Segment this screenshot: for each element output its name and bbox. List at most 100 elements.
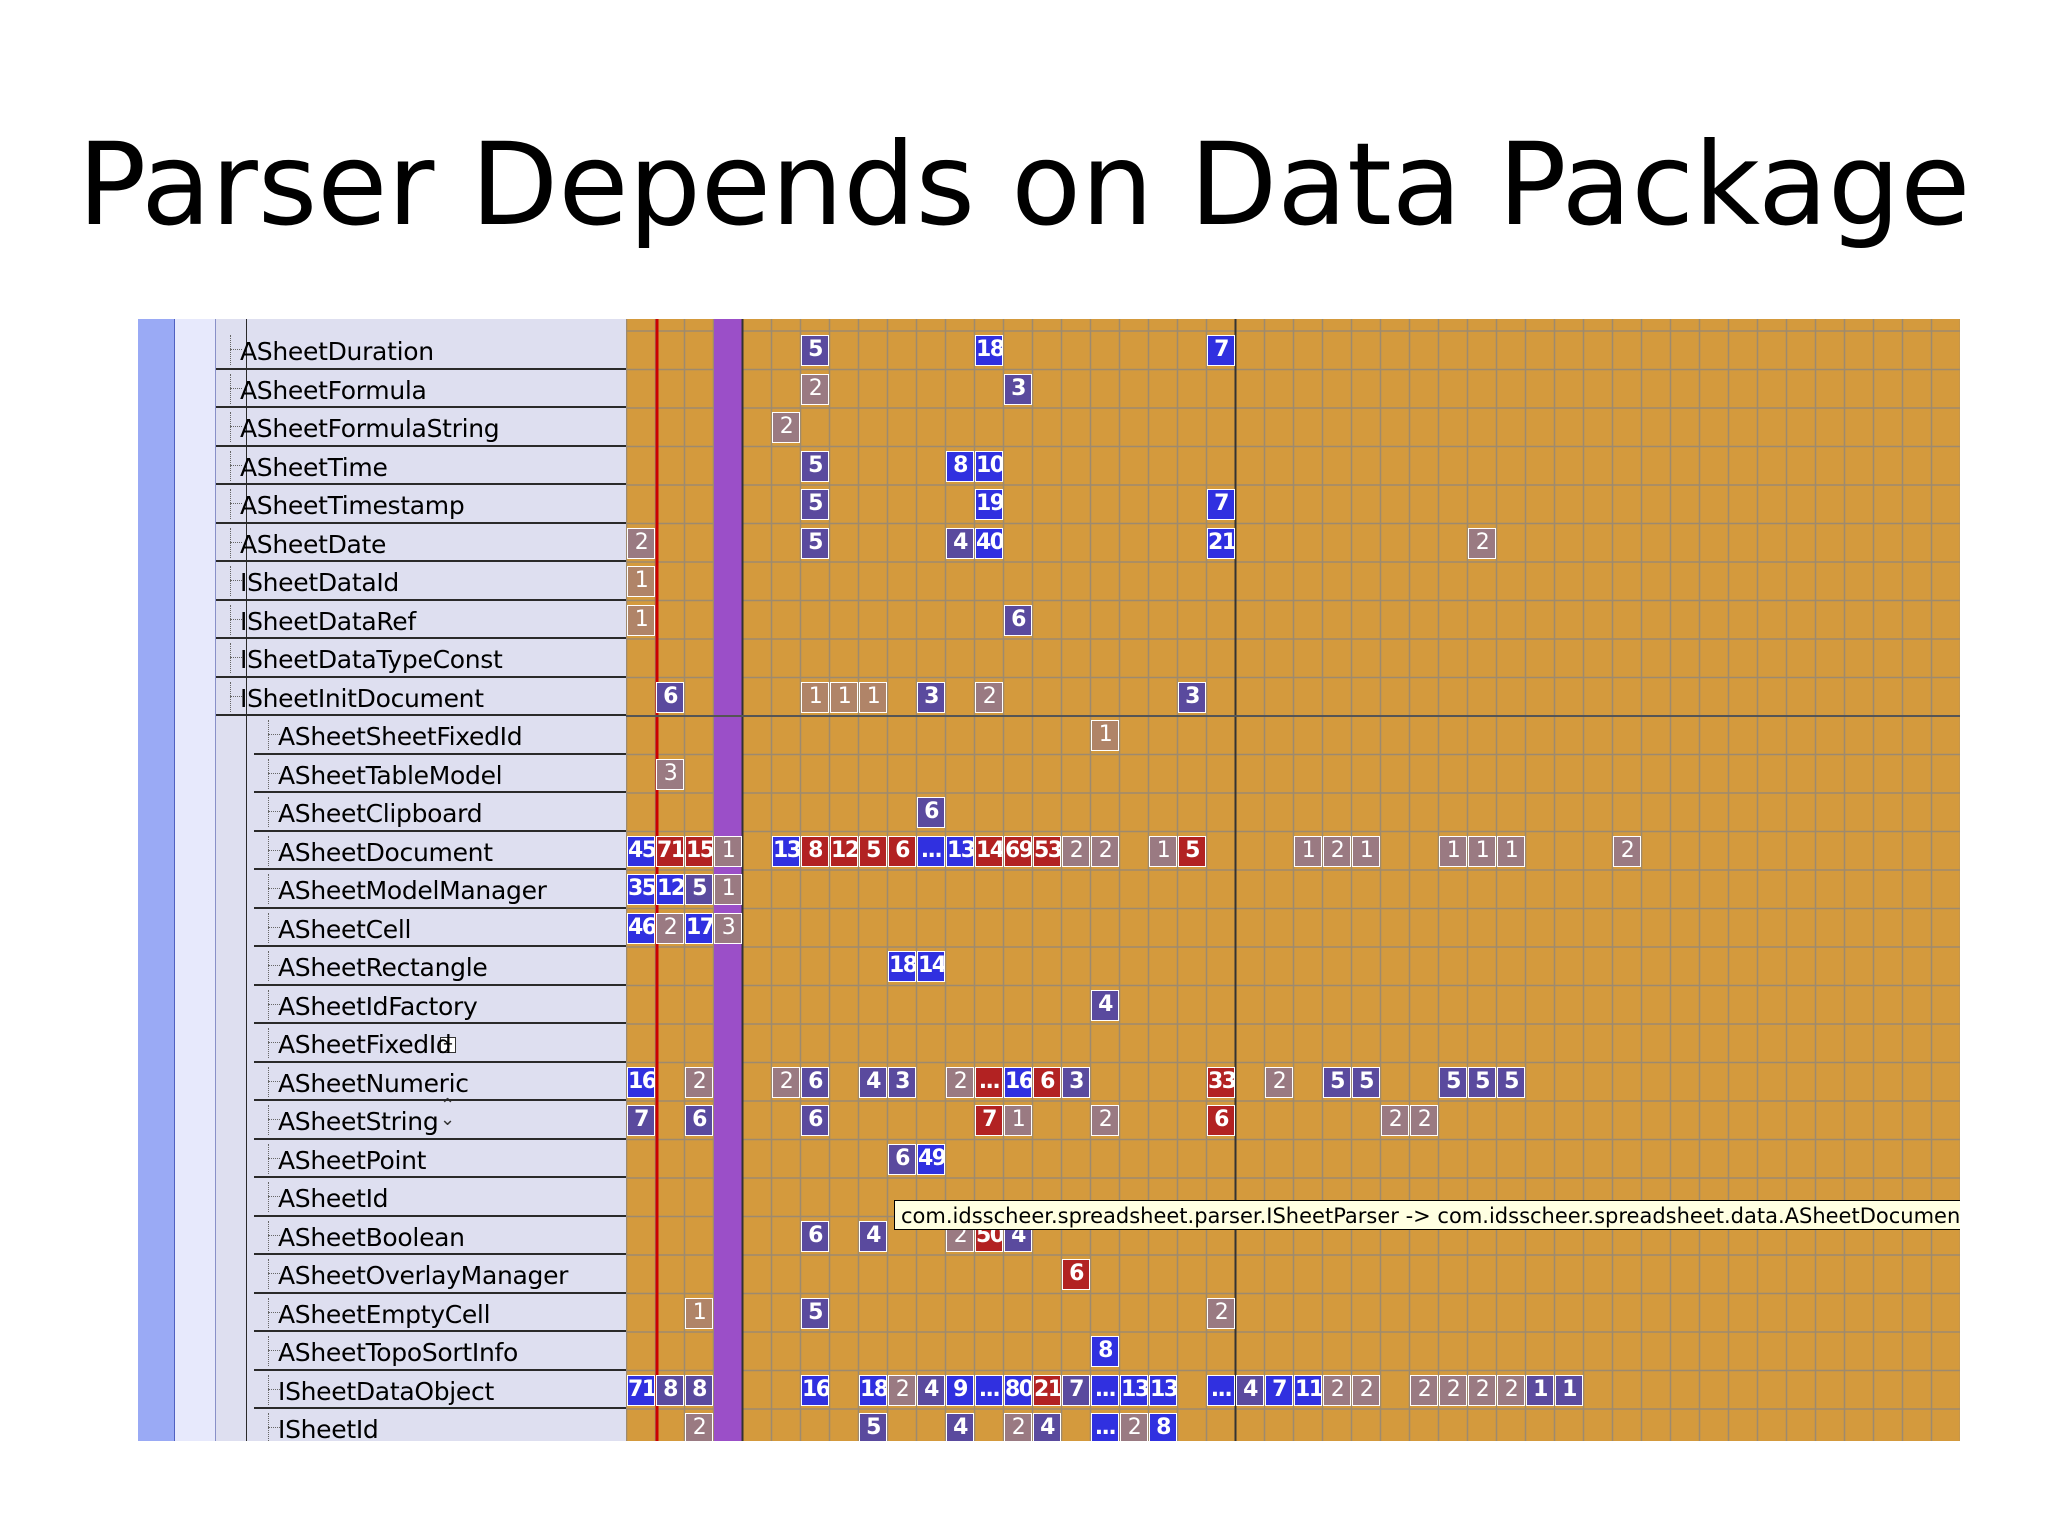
dependency-cell[interactable]: 5	[859, 1413, 887, 1441]
tree-row[interactable]: ASheetModelManager	[254, 870, 626, 909]
dependency-cell[interactable]: 2	[1410, 1374, 1438, 1406]
dependency-cell[interactable]: 6	[1033, 1066, 1061, 1098]
dependency-cell[interactable]: 6	[1207, 1105, 1235, 1136]
tree-row[interactable]: ASheetFormulaString	[216, 408, 626, 447]
dependency-cell[interactable]: 2	[1120, 1413, 1148, 1441]
dependency-cell[interactable]: 6	[888, 835, 916, 867]
dependency-cell[interactable]: 3	[656, 758, 684, 790]
dependency-cell[interactable]: 8	[946, 450, 974, 482]
dependency-cell[interactable]: 12	[656, 874, 684, 905]
dependency-cell[interactable]: 49	[917, 1143, 945, 1175]
dependency-cell[interactable]: 12	[830, 835, 858, 867]
dependency-cell[interactable]: 3	[888, 1066, 916, 1098]
dependency-cell[interactable]: 33	[1207, 1066, 1235, 1098]
dependency-cell[interactable]: 2	[946, 1066, 974, 1098]
dependency-cell[interactable]: 16	[1004, 1066, 1032, 1098]
dependency-cell[interactable]: 6	[801, 1066, 829, 1098]
dependency-cell[interactable]: 1	[627, 604, 655, 636]
dependency-cell[interactable]: 5	[801, 489, 829, 520]
dependency-cell[interactable]: 69	[1004, 835, 1032, 867]
dependency-cell[interactable]: 8	[1091, 1336, 1119, 1367]
dependency-cell[interactable]: 3	[1004, 373, 1032, 405]
dependency-cell[interactable]: 1	[1294, 835, 1322, 867]
tree-row[interactable]: ASheetString	[254, 1101, 626, 1140]
dependency-cell[interactable]: 1	[830, 681, 858, 713]
tree-row[interactable]: ISheetId	[254, 1409, 626, 1441]
dependency-cell[interactable]: 13	[772, 835, 800, 867]
dependency-cell[interactable]: 1	[1004, 1105, 1032, 1136]
dependency-cell[interactable]: 2	[1062, 835, 1090, 867]
dependency-cell[interactable]: 4	[917, 1374, 945, 1406]
dependency-cell[interactable]: 6	[801, 1220, 829, 1252]
tree-row[interactable]: ASheetFormula	[216, 370, 626, 408]
dependency-cell[interactable]: 2	[1468, 1374, 1496, 1406]
dependency-cell[interactable]: 1	[1526, 1374, 1554, 1406]
dependency-cell[interactable]: 8	[1149, 1413, 1177, 1441]
dependency-cell[interactable]: 53	[1033, 835, 1061, 867]
dependency-cell[interactable]: 46	[627, 912, 655, 944]
dependency-cell[interactable]: 15	[685, 835, 713, 867]
tree-row[interactable]: ASheetEmptyCell	[254, 1294, 626, 1332]
dependency-cell[interactable]: 16	[627, 1066, 655, 1098]
tree-row[interactable]: ASheetOverlayManager	[254, 1255, 626, 1294]
dependency-cell[interactable]: 5	[801, 450, 829, 482]
dependency-cell[interactable]: 5	[801, 1297, 829, 1329]
tree-row[interactable]: ASheetRectangle	[254, 947, 626, 986]
dependency-cell[interactable]: 14	[975, 835, 1003, 867]
dependency-cell[interactable]: 3	[714, 912, 742, 944]
dependency-cell[interactable]: 9	[946, 1374, 974, 1406]
dependency-cell[interactable]: 3	[1178, 681, 1206, 713]
dependency-cell[interactable]: 2	[1091, 835, 1119, 867]
dependency-cell[interactable]: ...	[975, 1066, 1003, 1098]
dependency-cell[interactable]: 11	[1294, 1374, 1322, 1406]
dependency-cell[interactable]: 2	[1207, 1297, 1235, 1329]
dependency-cell[interactable]: 35	[627, 874, 655, 905]
dependency-cell[interactable]: 8	[685, 1374, 713, 1406]
dependency-cell[interactable]: ...	[1091, 1413, 1119, 1441]
dependency-cell[interactable]: 4	[859, 1220, 887, 1252]
dependency-cell[interactable]: 7	[1265, 1374, 1293, 1406]
tree-row[interactable]: ASheetSheetFixedId	[254, 716, 626, 755]
tree-row[interactable]: ASheetDate	[216, 524, 626, 562]
dependency-cell[interactable]: 1	[1352, 835, 1380, 867]
dependency-cell[interactable]: 2	[772, 1066, 800, 1098]
tree-row[interactable]: ISheetInitDocument	[216, 678, 626, 716]
dependency-cell[interactable]: 3	[917, 681, 945, 713]
subpackage-group-bar[interactable]	[175, 319, 216, 1441]
tree-row[interactable]: ASheetDuration	[216, 331, 626, 370]
tree-row[interactable]: ASheetNumeric	[254, 1063, 626, 1101]
dependency-cell[interactable]: 1	[627, 566, 655, 597]
dependency-cell[interactable]: 2	[801, 373, 829, 405]
dependency-cell[interactable]: 7	[1207, 489, 1235, 520]
dependency-cell[interactable]: 5	[1178, 835, 1206, 867]
tree-row[interactable]: ASheetTableModel	[254, 755, 626, 793]
dependency-cell[interactable]: 4	[946, 1413, 974, 1441]
tree-row[interactable]: ISheetDataObject	[254, 1371, 626, 1409]
dependency-cell[interactable]: 4	[1236, 1374, 1264, 1406]
tree-row[interactable]: ISheetDataTypeConst	[216, 639, 626, 678]
tree-row[interactable]: ISheetDataRef	[216, 601, 626, 639]
dependency-cell[interactable]: 1	[1149, 835, 1177, 867]
dependency-cell[interactable]: 4	[946, 527, 974, 559]
up-down-arrows-icon[interactable]: ⌃ ⌄	[440, 1095, 456, 1130]
tree-row[interactable]: ASheetPoint	[254, 1140, 626, 1178]
dependency-cell[interactable]: 5	[1497, 1066, 1525, 1098]
dependency-cell[interactable]: 2	[1323, 835, 1351, 867]
dependency-cell[interactable]: 5	[685, 874, 713, 905]
tree-row[interactable]: ASheetDocument	[254, 832, 626, 870]
dependency-cell[interactable]: 6	[801, 1105, 829, 1136]
tree-row[interactable]: ASheetTopoSortInfo	[254, 1332, 626, 1371]
dependency-cell[interactable]: 40	[975, 527, 1003, 559]
dependency-cell[interactable]: ...	[917, 835, 945, 867]
dependency-cell[interactable]: 80	[1004, 1374, 1032, 1406]
dependency-cell[interactable]: 1	[685, 1297, 713, 1329]
dependency-cell[interactable]: 45	[627, 835, 655, 867]
dependency-cell[interactable]: 2	[627, 527, 655, 559]
dependency-cell[interactable]: 8	[801, 835, 829, 867]
dependency-cell[interactable]: 1	[801, 681, 829, 713]
dependency-cell[interactable]: 5	[801, 527, 829, 559]
dependency-cell[interactable]: 13	[1120, 1374, 1148, 1406]
dependency-cell[interactable]: 6	[1004, 604, 1032, 636]
dependency-cell[interactable]: 5	[1439, 1066, 1467, 1098]
dependency-cell[interactable]: 6	[1062, 1259, 1090, 1290]
